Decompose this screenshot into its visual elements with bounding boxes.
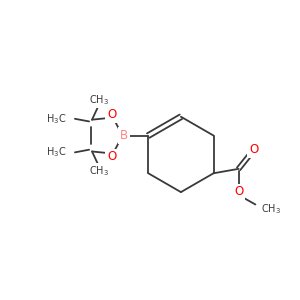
Text: H$_3$C: H$_3$C (46, 112, 66, 126)
Text: B: B (120, 129, 128, 142)
Text: CH$_3$: CH$_3$ (89, 165, 110, 178)
Text: O: O (234, 185, 243, 198)
Text: O: O (107, 108, 116, 121)
Text: CH$_3$: CH$_3$ (89, 93, 110, 106)
Text: O: O (107, 150, 116, 163)
Text: CH$_3$: CH$_3$ (261, 202, 281, 216)
Text: O: O (249, 143, 259, 156)
Text: H$_3$C: H$_3$C (46, 146, 66, 159)
